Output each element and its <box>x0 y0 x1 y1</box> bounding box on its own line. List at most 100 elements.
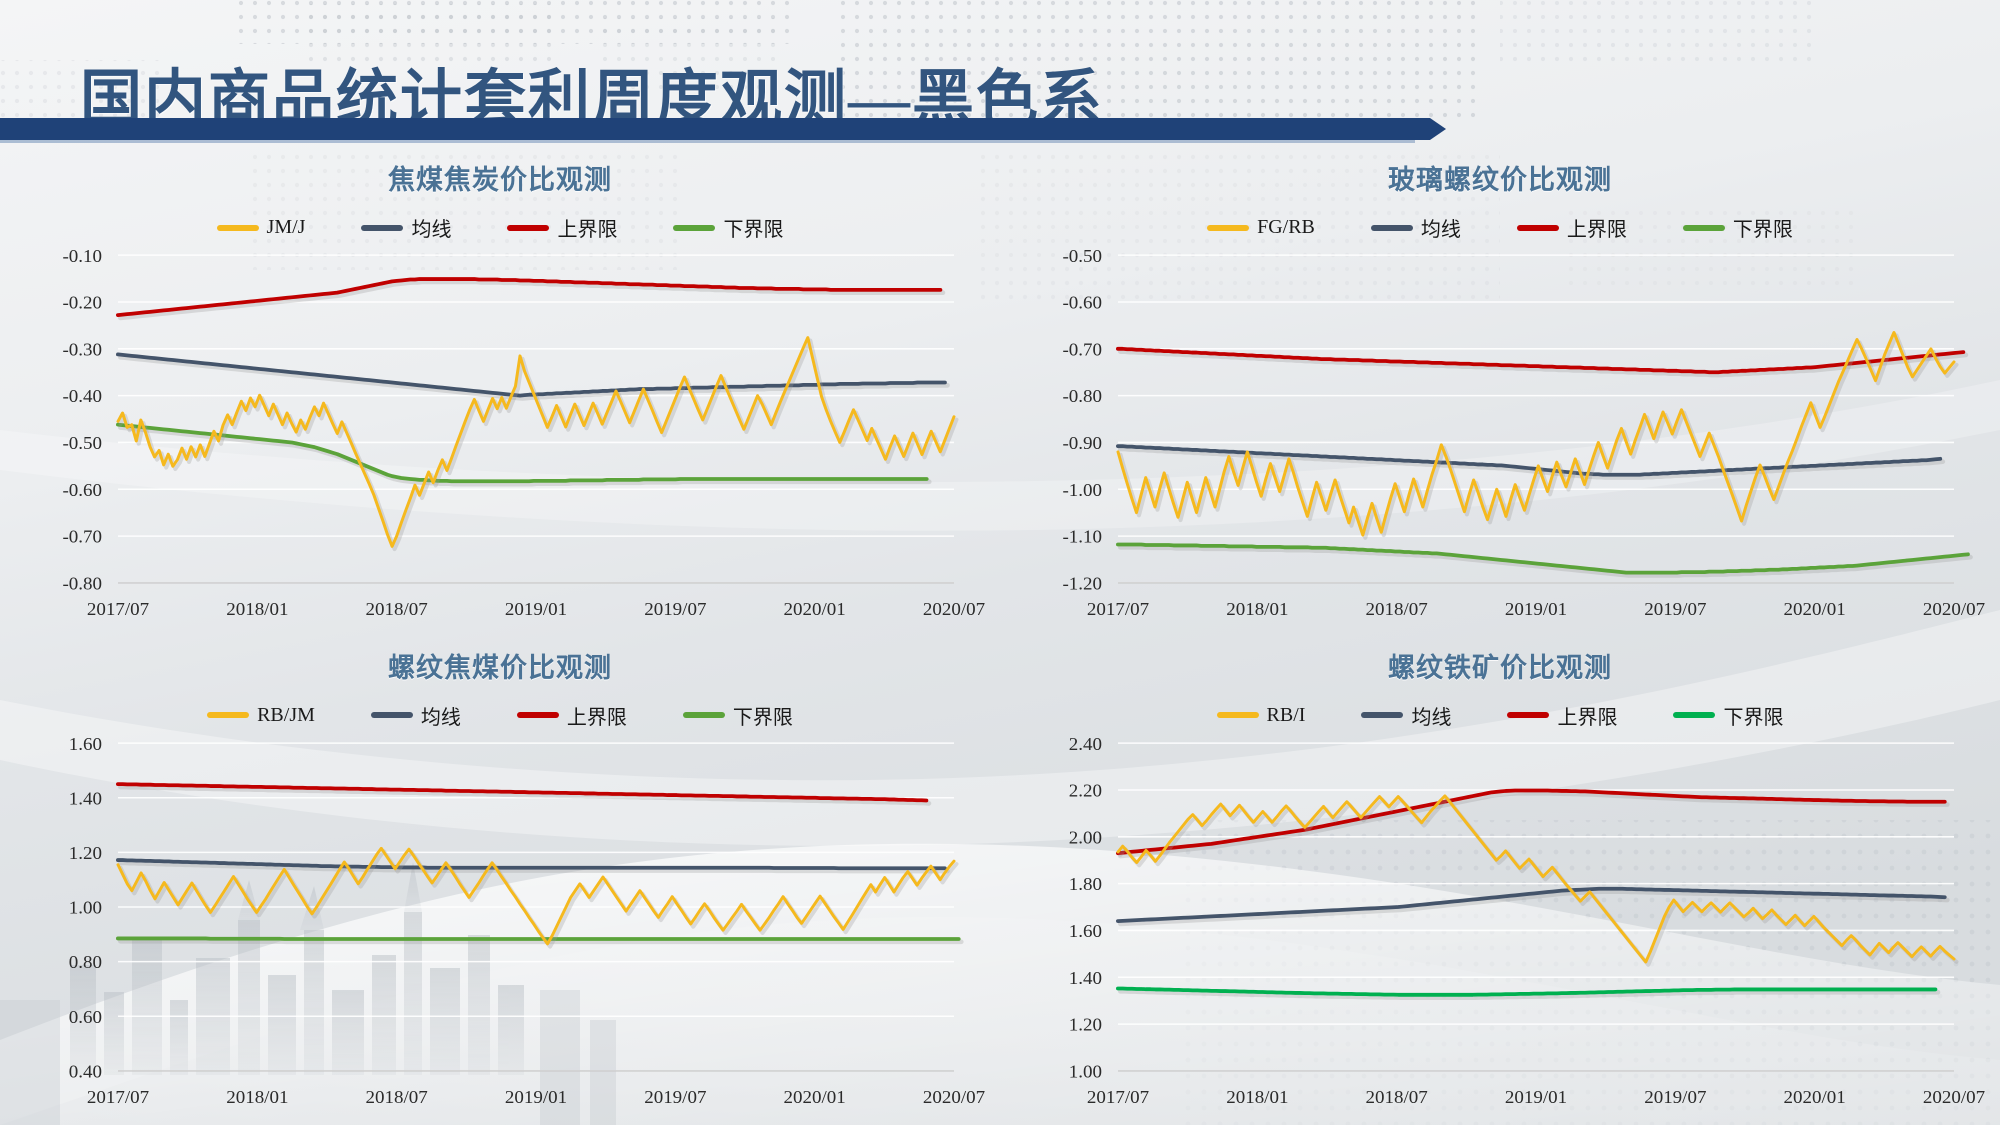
x-axis-tick-label: 2020/01 <box>1784 1087 1846 1106</box>
series-shadow <box>118 784 932 806</box>
legend-label-upper: 上界限 <box>1566 219 1627 241</box>
y-axis-tick-label: 2.20 <box>1069 781 1102 800</box>
legend-item-upper[interactable]: 上界限 <box>516 701 627 730</box>
legend-label-ratio: JM/J <box>266 216 306 238</box>
series-line-下界限 <box>1116 542 1970 575</box>
legend-item-ratio[interactable]: RB/I <box>1216 703 1306 727</box>
series-line-均线 <box>116 352 947 398</box>
y-axis-tick-label: 2.40 <box>1069 734 1102 753</box>
legend-item-lower[interactable]: 下界限 <box>1673 701 1783 730</box>
legend-item-upper[interactable]: 上界限 <box>1516 213 1627 242</box>
chart-title: 螺纹铁矿价比观测 <box>1388 652 1612 683</box>
series-shadow <box>1118 544 1973 578</box>
x-axis-tick-label: 2019/07 <box>1644 599 1706 618</box>
chart-legend: RB/I 均线 上界限 下界限 <box>1000 701 2000 730</box>
y-axis-tick-label: 2.00 <box>1069 827 1102 846</box>
legend-label-ratio: RB/I <box>1266 703 1306 726</box>
series-shadow <box>1118 790 1950 858</box>
legend-label-upper: 上界限 <box>557 219 618 241</box>
series-line-均线 <box>1116 444 1943 477</box>
legend-item-mean[interactable]: 均线 <box>370 701 461 730</box>
x-axis-tick-label: 2018/07 <box>1366 599 1428 618</box>
plot-area: -0.10 -0.20 -0.30 -0.40 -0.50 -0.60 -0.70 -0.80… <box>0 242 1000 638</box>
y-axis-tick-label: -0.70 <box>1062 340 1102 359</box>
y-axis-tick-label: -1.20 <box>1062 574 1102 593</box>
y-axis-tick-label: -0.60 <box>1062 293 1102 312</box>
series-line-上界限 <box>116 781 929 802</box>
plot-area: 2.40 2.20 2.00 1.80 1.60 1.40 1.20 1.00 2017/07 2… <box>1000 730 2000 1125</box>
series-shadow <box>118 279 946 321</box>
legend-label-mean: 均线 <box>1411 706 1452 729</box>
legend-swatch-upper <box>1516 224 1559 231</box>
y-axis-tick-label: -0.30 <box>62 340 102 359</box>
y-axis-tick-label: 0.80 <box>69 952 102 971</box>
legend-label-ratio: RB/JM <box>257 703 315 726</box>
x-axis-tick-label: 2019/01 <box>505 599 567 618</box>
chart-panel-rebar-iron-ore: 螺纹铁矿价比观测 RB/I 均线 上界限 下界限 <box>1000 638 2000 1125</box>
chart-legend: JM/J 均线 上界限 下界限 <box>0 213 1000 242</box>
legend-item-mean[interactable]: 均线 <box>1361 701 1451 730</box>
legend-item-ratio[interactable]: JM/J <box>216 216 306 239</box>
legend-swatch-mean <box>361 224 404 231</box>
legend-item-ratio[interactable]: FG/RB <box>1207 216 1315 239</box>
x-axis-tick-label: 2020/07 <box>1923 599 1985 618</box>
legend-label-mean: 均线 <box>1420 219 1461 241</box>
series-line-上界限 <box>116 277 943 317</box>
series-shadow <box>1118 796 1959 967</box>
series-line-rb-i <box>1116 793 1956 963</box>
legend-item-mean[interactable]: 均线 <box>361 213 451 242</box>
legend-swatch-lower <box>673 224 716 231</box>
series-shadow <box>118 938 964 944</box>
x-axis-tick-label: 2020/07 <box>1923 1087 1985 1106</box>
chart-title: 螺纹焦煤价比观测 <box>388 652 612 683</box>
x-axis-tick-label: 2019/01 <box>1505 599 1567 618</box>
legend-swatch-ratio <box>207 712 250 718</box>
y-axis-tick-label: -0.60 <box>62 480 102 499</box>
x-axis-tick-label: 2020/01 <box>784 1087 846 1106</box>
x-axis-tick-label: 2018/01 <box>226 599 288 618</box>
title-accent-bar <box>0 118 1446 140</box>
legend-label-lower: 下界限 <box>1732 219 1793 241</box>
legend-swatch-ratio <box>216 224 259 231</box>
legend-label-mean: 均线 <box>420 706 461 729</box>
series-shadow <box>1118 888 1950 926</box>
x-axis-tick-label: 2017/07 <box>1087 1087 1149 1106</box>
x-axis-tick-label: 2019/01 <box>1505 1087 1567 1106</box>
legend-item-lower[interactable]: 下界限 <box>682 701 793 730</box>
series-shadow <box>118 860 950 873</box>
y-axis-tick-label: -0.50 <box>62 434 102 453</box>
legend-item-lower[interactable]: 下界限 <box>673 213 783 242</box>
y-axis-tick-label: 1.20 <box>69 843 102 862</box>
legend-item-upper[interactable]: 上界限 <box>507 213 617 242</box>
y-axis-tick-label: -1.00 <box>1062 480 1102 499</box>
y-axis-tick-label: 0.60 <box>69 1007 102 1026</box>
chart-panel-glass-rebar: 玻璃螺纹价比观测 FG/RB 均线 上界限 下界限 <box>1000 150 2000 638</box>
x-axis-tick-label: 2020/07 <box>923 599 985 618</box>
series-line-jm-j <box>116 336 956 548</box>
y-axis-tick-label: -0.80 <box>62 574 102 593</box>
legend-swatch-upper <box>1507 712 1550 718</box>
legend-swatch-mean <box>370 712 413 718</box>
plot-area: -0.50 -0.60 -0.70 -0.80 -0.90 -1.00 -1.10 -1.20… <box>1000 242 2000 638</box>
legend-label-mean: 均线 <box>411 219 452 241</box>
x-axis-tick-label: 2020/07 <box>923 1087 985 1106</box>
legend-label-lower: 下界限 <box>732 706 793 729</box>
legend-swatch-ratio <box>1216 712 1259 718</box>
series-line-均线 <box>1116 886 1947 923</box>
y-axis-tick-label: 1.60 <box>1069 921 1102 940</box>
y-axis-tick-label: -0.40 <box>62 387 102 406</box>
legend-item-ratio[interactable]: RB/JM <box>207 704 315 727</box>
chart-panel-coking-coal-coke: 焦煤焦炭价比观测 JM/J 均线 上界限 下界限 <box>0 150 1000 638</box>
series-line-上界限 <box>1116 788 1947 855</box>
title-accent-underline <box>0 140 1415 143</box>
legend-item-upper[interactable]: 上界限 <box>1507 701 1617 730</box>
x-axis-tick-label: 2018/01 <box>1226 599 1288 618</box>
x-axis-tick-label: 2017/07 <box>87 599 149 618</box>
legend-swatch-mean <box>1361 712 1404 718</box>
y-axis-tick-label: -0.20 <box>62 293 102 312</box>
series-shadow <box>1118 349 1969 378</box>
legend-item-lower[interactable]: 下界限 <box>1682 213 1793 242</box>
y-axis-tick-label: 1.60 <box>69 734 102 753</box>
x-axis-tick-label: 2019/07 <box>644 599 706 618</box>
legend-item-mean[interactable]: 均线 <box>1370 213 1461 242</box>
